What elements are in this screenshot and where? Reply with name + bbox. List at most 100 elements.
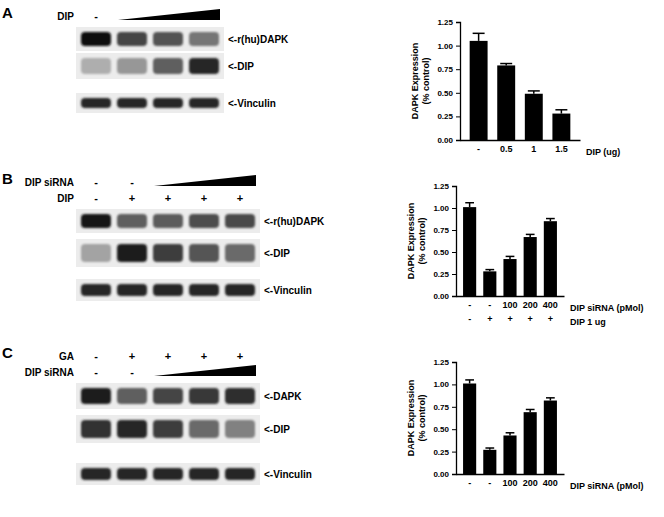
- blot-band: [153, 420, 183, 438]
- bar: [503, 259, 516, 296]
- blot-band: [117, 284, 147, 296]
- error-bar: [506, 433, 515, 436]
- x-tick-label: +: [487, 314, 492, 324]
- y-axis-title: (% control): [417, 395, 427, 442]
- wedge: [154, 175, 256, 186]
- header-label: DIP: [57, 11, 74, 22]
- row-label: <-Vinculin: [264, 285, 312, 296]
- header-mark: -: [94, 192, 98, 204]
- header-mark: +: [165, 350, 171, 362]
- x-tick-label: +: [548, 314, 553, 324]
- y-tick-label: 1.25: [437, 18, 453, 27]
- x-tick: -: [477, 140, 480, 154]
- row-label: <-Vinculin: [228, 98, 276, 109]
- y-tick-mark: [452, 362, 456, 363]
- blot-background: [76, 415, 260, 443]
- y-tick: 0.25: [433, 270, 456, 279]
- x-tick: +: [528, 310, 533, 324]
- x-tick: 400: [543, 474, 558, 488]
- bar: [463, 384, 476, 474]
- header-mark: -: [94, 366, 98, 378]
- y-axis: 0.000.250.500.751.001.25: [433, 182, 456, 301]
- x-axis-title: DIP siRNA (pMol): [570, 481, 644, 491]
- y-tick: 0.25: [437, 112, 460, 121]
- x-tick-label: 200: [523, 478, 538, 488]
- y-tick: 1.25: [433, 358, 456, 367]
- x-axis-line: [461, 140, 581, 141]
- blot-band: [81, 214, 111, 228]
- blot-band: [153, 98, 183, 108]
- x-tick-label: -: [488, 300, 491, 310]
- error-cap: [555, 109, 567, 111]
- header-mark: +: [201, 350, 207, 362]
- blot-band: [117, 388, 147, 404]
- y-tick: 1.25: [433, 182, 456, 191]
- blot-band: [81, 58, 111, 74]
- bar: [483, 450, 496, 474]
- x-tick-label: 100: [502, 300, 517, 310]
- y-tick-mark: [452, 474, 456, 475]
- blot-band: [225, 284, 255, 296]
- x-tick: -: [468, 474, 471, 488]
- y-tick-mark: [452, 296, 456, 297]
- header-mark: +: [129, 192, 135, 204]
- x-axis-title: DIP siRNA (pMol): [570, 303, 644, 313]
- blot-band: [189, 468, 219, 480]
- x-tick: +: [507, 310, 512, 324]
- x-tick: -: [468, 296, 471, 310]
- blot-band: [189, 32, 219, 46]
- row-label: <-DAPK: [264, 391, 302, 402]
- y-tick-label: 1.00: [437, 42, 453, 51]
- y-axis-title: DAPK Expression: [406, 203, 416, 280]
- x-tick-label: 100: [502, 478, 517, 488]
- x-tick-label: 0.5: [500, 144, 513, 154]
- y-tick-label: 0.50: [437, 89, 453, 98]
- x-tick-label: -: [477, 144, 480, 154]
- x-tick-label: 400: [543, 300, 558, 310]
- y-tick-mark: [452, 230, 456, 231]
- blot-band: [81, 468, 111, 480]
- y-tick-label: 0.00: [433, 470, 449, 479]
- wedge: [118, 9, 220, 20]
- blot-band: [225, 244, 255, 262]
- row-label: <-DIP: [228, 61, 254, 72]
- error-cap: [528, 90, 540, 92]
- x-tick-label: -: [488, 478, 491, 488]
- blot-panel: CGA-++++DIP siRNA--<-DAPK<-DIP<-Vinculin: [2, 344, 312, 485]
- header-mark: +: [237, 192, 243, 204]
- header-mark: -: [130, 366, 134, 378]
- error-cap: [500, 63, 512, 65]
- y-axis-line: [452, 363, 457, 475]
- blot-band: [153, 32, 183, 46]
- y-tick: 0.75: [433, 226, 456, 235]
- x-tick: +: [548, 310, 553, 324]
- error-cap: [506, 256, 515, 258]
- error-cap: [526, 409, 535, 411]
- blot-background: [76, 27, 224, 51]
- panel-letter: A: [2, 4, 13, 21]
- x-tick-label: -: [468, 478, 471, 488]
- blot-band: [81, 98, 111, 108]
- blot-band: [117, 468, 147, 480]
- y-tick-mark: [456, 46, 460, 47]
- y-tick: 1.00: [433, 204, 456, 213]
- x-tick: -: [488, 296, 491, 310]
- error-bar: [485, 448, 494, 450]
- y-axis-line: [452, 187, 457, 297]
- blot-band: [189, 98, 219, 108]
- blot-band: [117, 32, 147, 46]
- blot-band: [117, 244, 147, 262]
- y-axis-line: [456, 23, 461, 141]
- error-bar: [546, 398, 555, 401]
- y-tick-mark: [452, 452, 456, 453]
- y-tick-mark: [452, 186, 456, 187]
- x-tick: 1.5: [555, 140, 568, 154]
- header-mark: -: [94, 350, 98, 362]
- y-tick-label: 0.00: [433, 292, 449, 301]
- y-tick-mark: [452, 407, 456, 408]
- y-tick-label: 0.75: [437, 65, 453, 74]
- plot-area: [463, 380, 557, 474]
- y-axis-title: (% control): [417, 218, 427, 265]
- x-tick: 200: [523, 296, 538, 310]
- y-tick-mark: [452, 429, 456, 430]
